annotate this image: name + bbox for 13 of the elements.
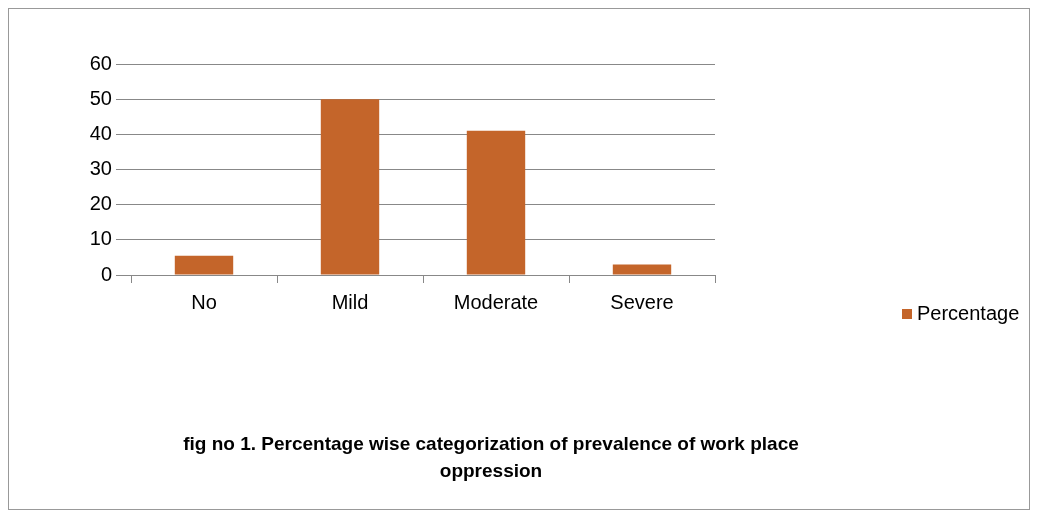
x-tick-label: Severe [610,290,674,313]
x-tick-label: Mild [331,290,369,313]
y-tick-label: 0 [100,262,112,285]
x-tick-label: No [191,290,217,313]
y-tick-label: 50 [89,86,112,109]
x-tick-label: Moderate [453,290,539,313]
text: fig no 1. Percentage wise categorization of prevalence of work place oppression [183,433,799,482]
y-tick-label: 10 [89,227,112,250]
y-tick-label: 20 [89,192,112,215]
y-tick-label: 40 [89,121,112,144]
legend-label: Percentage [917,301,1020,324]
y-tick-label: 60 [89,51,112,74]
y-tick-label: 30 [89,157,112,180]
